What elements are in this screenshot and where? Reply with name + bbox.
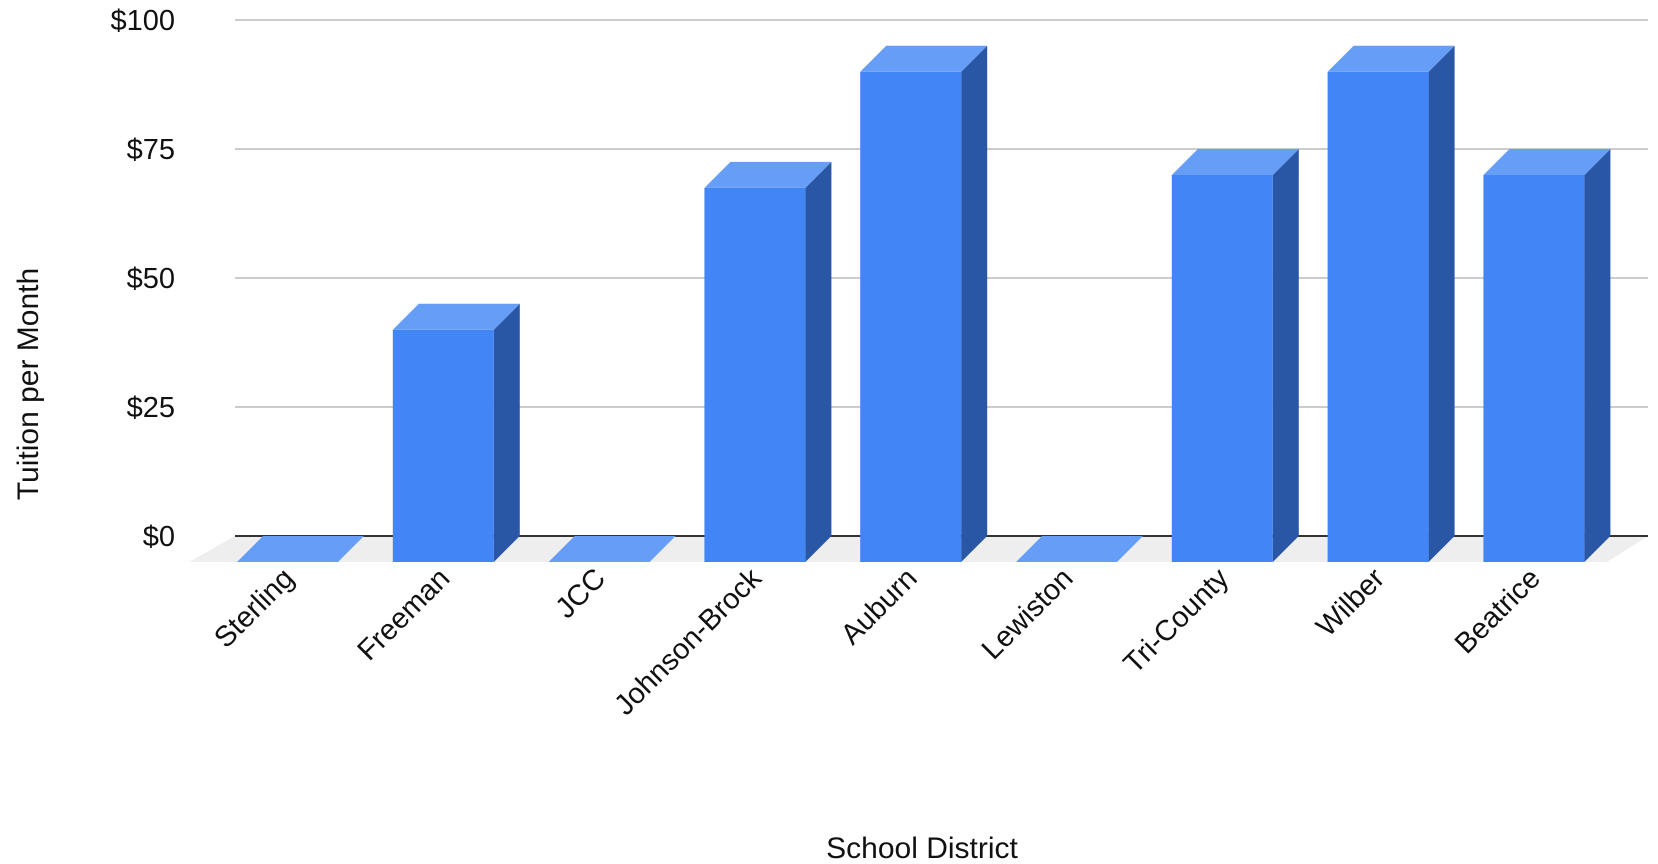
bar-johnson-brock xyxy=(704,161,832,562)
bar-top-face xyxy=(392,303,520,330)
y-tick-label: $75 xyxy=(127,134,175,166)
bar-side-face xyxy=(961,45,988,563)
bar-side-face xyxy=(1428,45,1455,563)
x-tick-label-wilber: Wilber xyxy=(1310,562,1391,643)
bar-lewiston xyxy=(1016,536,1143,562)
bar-front-face xyxy=(392,329,494,562)
x-tick-label-sterling: Sterling xyxy=(208,562,300,654)
y-axis-title: Tuition per Month xyxy=(12,268,45,500)
bar-top-face xyxy=(1171,149,1299,175)
x-tick-label-tri-county: Tri-County xyxy=(1118,562,1236,680)
bars xyxy=(237,45,1611,563)
bar-top-face xyxy=(1327,45,1455,72)
bar-top-face xyxy=(1483,149,1611,175)
bar-front-face xyxy=(1483,175,1585,562)
y-tick-label: $100 xyxy=(110,5,175,37)
x-tick-label-johnson-brock: Johnson-Brock xyxy=(608,562,768,722)
x-tick-label-auburn: Auburn xyxy=(835,562,924,651)
bar-wilber xyxy=(1327,45,1455,563)
bar-top-face xyxy=(1016,536,1143,562)
bar-top-face xyxy=(704,161,832,188)
bar-auburn xyxy=(860,45,988,563)
bar-side-face xyxy=(1272,149,1299,562)
x-tick-label-beatrice: Beatrice xyxy=(1449,562,1547,660)
y-tick-label: $0 xyxy=(143,521,175,553)
bar-side-face xyxy=(1584,149,1611,562)
bar-freeman xyxy=(392,303,520,562)
x-tick-label-freeman: Freeman xyxy=(352,562,457,667)
bar-tri-county xyxy=(1171,149,1299,562)
bar-top-face xyxy=(548,536,676,562)
bar-front-face xyxy=(860,71,962,563)
bar-front-face xyxy=(1327,71,1429,563)
bar-front-face xyxy=(704,187,806,562)
x-axis-title: School District xyxy=(826,832,1018,864)
y-tick-label: $50 xyxy=(127,263,175,295)
y-axis-ticks: $0 $25 $50 $75 $100 xyxy=(110,5,175,553)
y-tick-label: $25 xyxy=(127,392,175,424)
bar-beatrice xyxy=(1483,149,1611,562)
bar-sterling xyxy=(237,536,364,562)
bar-side-face xyxy=(805,161,832,562)
x-tick-label-lewiston: Lewiston xyxy=(976,562,1080,666)
bar-top-face xyxy=(237,536,364,562)
x-tick-label-jcc: JCC xyxy=(550,562,613,625)
bar-front-face xyxy=(1171,175,1273,562)
bar-side-face xyxy=(493,303,520,562)
bar-top-face xyxy=(860,45,988,72)
bar-jcc xyxy=(548,536,676,562)
